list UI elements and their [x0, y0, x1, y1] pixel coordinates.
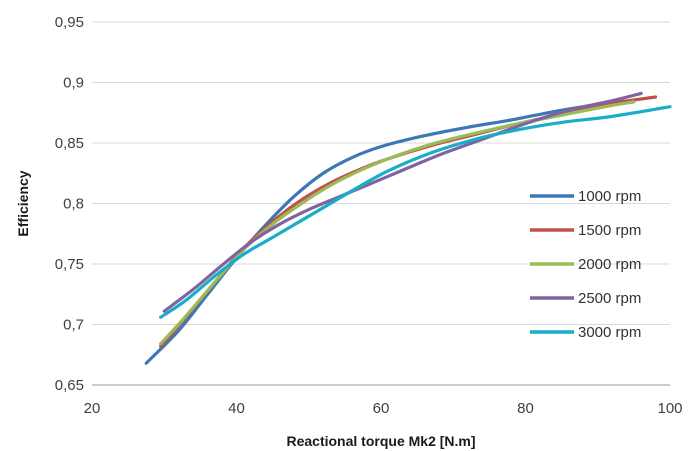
x-axis-title: Reactional torque Mk2 [N.m]	[286, 433, 475, 449]
y-tick-label: 0,85	[55, 135, 84, 152]
series-line-2500-rpm	[162, 91, 643, 313]
x-tick-labels: 20 40 60 80 100	[84, 400, 683, 417]
series-line-2000-rpm	[159, 100, 636, 346]
series-line-3000-rpm	[159, 105, 672, 319]
legend-label: 3000 rpm	[578, 324, 641, 341]
legend-label: 1000 rpm	[578, 188, 641, 205]
y-tick-label: 0,95	[55, 14, 84, 31]
series-lines	[144, 91, 672, 365]
legend-label: 2000 rpm	[578, 256, 641, 273]
y-tick-label: 0,75	[55, 256, 84, 273]
legend-label: 1500 rpm	[578, 222, 641, 239]
y-tick-label: 0,65	[55, 377, 84, 394]
y-tick-label: 0,9	[63, 75, 84, 92]
x-tick-label: 60	[373, 400, 390, 417]
legend: 1000 rpm 1500 rpm 2000 rpm 2500 rpm 3000 rpm	[530, 188, 641, 341]
x-tick-label: 40	[228, 400, 245, 417]
y-tick-label: 0,8	[63, 196, 84, 213]
legend-label: 2500 rpm	[578, 290, 641, 307]
y-axis-title: Efficiency	[15, 170, 31, 236]
x-tick-label: 20	[84, 400, 101, 417]
x-tick-label: 100	[657, 400, 682, 417]
grid	[92, 21, 670, 325]
y-tick-labels: 0,65 0,7 0,75 0,8 0,85 0,9 0,95	[55, 14, 84, 394]
series-line-1000-rpm	[144, 100, 622, 365]
x-tick-label: 80	[517, 400, 534, 417]
y-tick-label: 0,7	[63, 317, 84, 334]
